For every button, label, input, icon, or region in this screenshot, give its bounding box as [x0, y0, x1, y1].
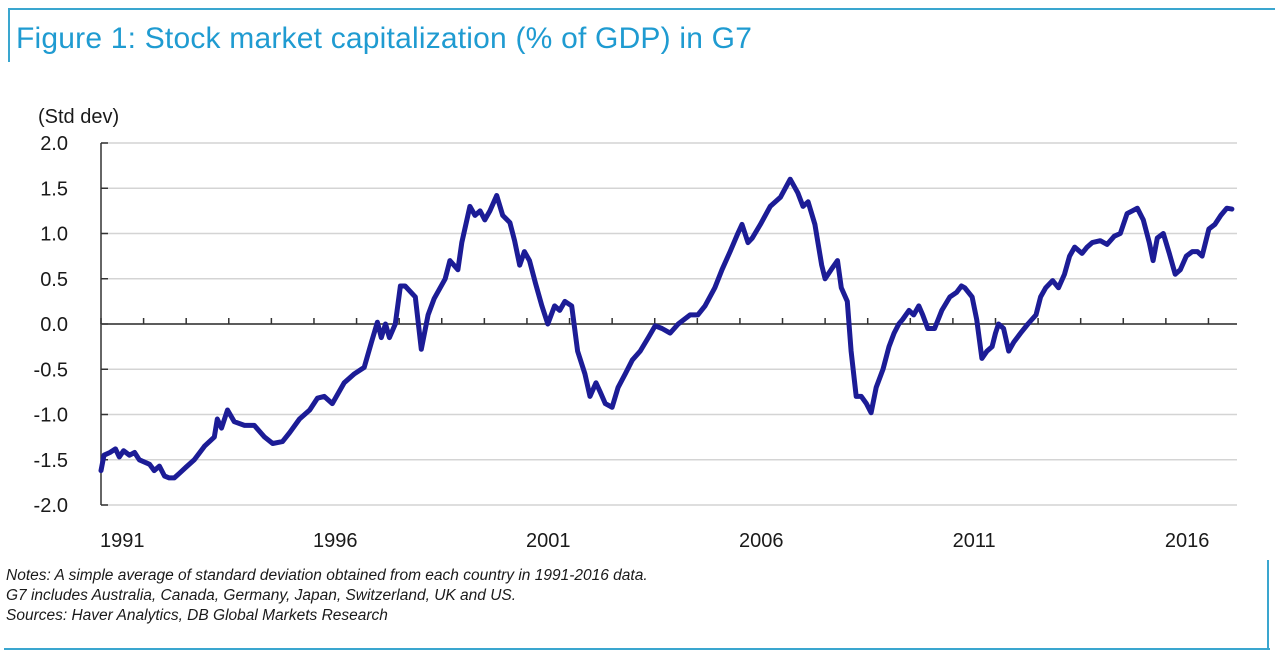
y-tick-label: 0.0: [40, 314, 68, 336]
gridlines: [101, 142, 1237, 506]
y-tick-label: 1.0: [40, 224, 68, 246]
x-tick-label: 2011: [953, 530, 996, 552]
x-tick-label: 2006: [739, 530, 784, 552]
y-tick-label: -2.0: [34, 495, 68, 517]
notes-line: Notes: A simple average of standard devi…: [6, 567, 648, 584]
x-tick-label: 1996: [313, 530, 358, 552]
y-tick-label: -1.0: [34, 405, 68, 427]
notes-line: G7 includes Australia, Canada, Germany, …: [6, 587, 517, 604]
axes: [100, 142, 1237, 506]
y-tick-label: 1.5: [40, 178, 68, 200]
series-line: [98, 176, 1235, 481]
frame-top-border: [8, 8, 1275, 10]
sources-line: Sources: Haver Analytics, DB Global Mark…: [6, 607, 388, 624]
figure-notes: Notes: A simple average of standard devi…: [6, 566, 648, 626]
x-tick-label: 1991: [100, 530, 145, 552]
figure-title: Figure 1: Stock market capitalization (%…: [16, 22, 753, 55]
frame-left-border: [8, 8, 10, 62]
frame-bottom-border: [4, 648, 1270, 650]
x-tick-label: 2016: [1165, 530, 1210, 552]
y-tick-label: 0.5: [40, 269, 68, 291]
frame-right-border: [1267, 560, 1269, 650]
y-axis-unit-label: (Std dev): [38, 106, 119, 128]
y-tick-label: -0.5: [34, 359, 68, 381]
x-tick-label: 2001: [526, 530, 571, 552]
series-group: [98, 176, 1235, 481]
y-tick-labels: 2.0 1.5 1.0 0.5 0.0 -0.5 -1.0 -1.5 -2.0: [34, 133, 68, 517]
y-tick-label: -1.5: [34, 450, 68, 472]
y-tick-label: 2.0: [40, 133, 68, 155]
x-tick-labels: 1991 1996 2001 2006 2011 2016: [100, 530, 1209, 552]
